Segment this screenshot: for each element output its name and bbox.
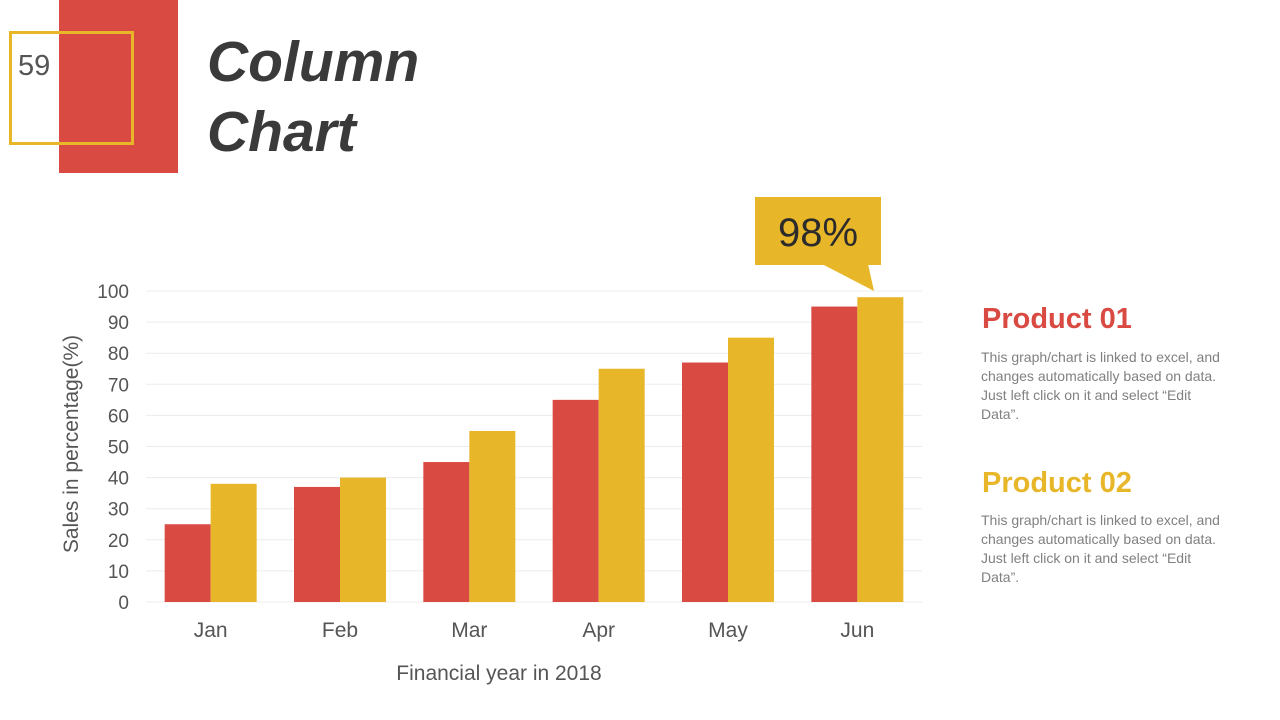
y-tick-label: 10 xyxy=(108,562,129,583)
bar-mar-series-2 xyxy=(469,430,516,602)
slide-title: Column Chart xyxy=(207,27,567,167)
x-tick-label: Feb xyxy=(322,619,358,642)
x-tick-label: Mar xyxy=(451,619,487,642)
legend-description-product-02: This graph/chart is linked to excel, and… xyxy=(981,512,1220,585)
bar-feb-series-2 xyxy=(340,477,386,602)
bar-mar-series-1 xyxy=(423,462,470,602)
bar-jan-series-1 xyxy=(164,524,211,602)
y-tick-label: 100 xyxy=(97,282,129,303)
y-tick-label: 80 xyxy=(108,344,129,365)
title-line-2: Chart xyxy=(207,100,356,164)
y-tick-label: 70 xyxy=(108,375,129,396)
title-line-1: Column xyxy=(207,30,420,94)
y-tick-label: 60 xyxy=(108,406,129,427)
bar-apr-series-2 xyxy=(598,368,645,602)
callout-box xyxy=(755,197,881,265)
x-tick-label: May xyxy=(708,619,748,642)
bar-jun-series-1 xyxy=(811,306,858,602)
y-axis-label: Sales in percentage(%) xyxy=(60,335,83,553)
callout-bubble: 98% xyxy=(755,197,881,291)
y-tick-label: 50 xyxy=(108,438,129,459)
y-tick-label: 0 xyxy=(118,593,129,614)
x-axis-label: Financial year in 2018 xyxy=(396,662,601,685)
bar-may-series-2 xyxy=(728,337,774,602)
bar-apr-series-1 xyxy=(552,399,599,602)
bar-jun-series-2 xyxy=(857,297,904,602)
legend-title-product-01: Product 01 xyxy=(982,303,1132,335)
y-tick-label: 90 xyxy=(108,313,129,334)
legend-description-product-01: This graph/chart is linked to excel, and… xyxy=(981,349,1220,422)
page-number-frame xyxy=(9,31,134,145)
x-tick-label: Apr xyxy=(582,619,615,642)
x-tick-labels: Jan Feb Mar Apr May Jun xyxy=(194,619,875,642)
bar-feb-series-1 xyxy=(294,486,340,602)
y-tick-label: 40 xyxy=(108,469,129,490)
chart-gridlines xyxy=(146,290,922,603)
x-tick-label: Jan xyxy=(194,619,228,642)
y-tick-label: 20 xyxy=(108,531,129,552)
chart-bars xyxy=(164,297,904,602)
callout-label: 98% xyxy=(778,211,858,255)
y-tick-label: 30 xyxy=(108,500,129,521)
bar-may-series-1 xyxy=(682,362,728,602)
page-number: 59 xyxy=(18,50,51,82)
x-tick-label: Jun xyxy=(840,619,874,642)
y-tick-labels: 0 10 20 30 40 50 60 70 80 90 100 xyxy=(97,282,129,614)
bar-jan-series-2 xyxy=(210,483,257,602)
callout-pointer xyxy=(822,264,874,291)
legend-title-product-02: Product 02 xyxy=(982,467,1132,499)
